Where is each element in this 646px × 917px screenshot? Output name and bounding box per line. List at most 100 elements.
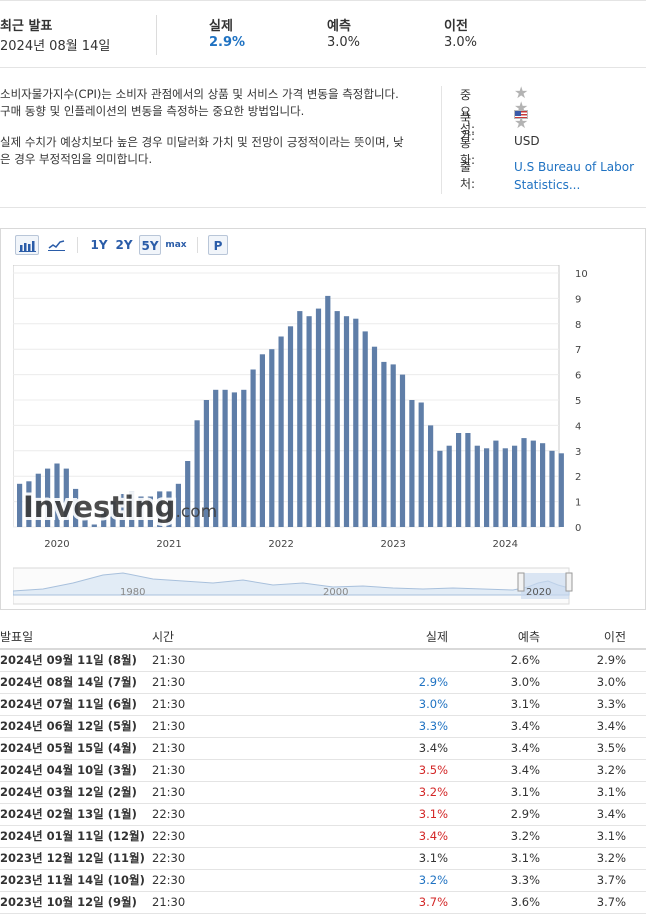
chart-bar[interactable] [147, 496, 153, 528]
chart-bar[interactable] [446, 445, 452, 527]
range-1y-button[interactable]: 1Y [90, 238, 108, 252]
country-label: 국가: [460, 112, 476, 143]
chart-bar[interactable] [297, 311, 303, 527]
chart-bar[interactable] [110, 501, 116, 527]
chart-bar[interactable] [371, 346, 378, 527]
release-time-cell: 21:30 [152, 715, 352, 738]
chart-bar[interactable] [45, 468, 51, 527]
chart-bar[interactable] [456, 433, 462, 527]
release-summary: 최근 발표 2024년 08월 14일 실제 2.9% 예측 3.0% 이전 3… [0, 0, 646, 68]
chart-bar[interactable] [185, 461, 191, 527]
p-button[interactable]: P [208, 235, 228, 255]
description-paragraph-2: 실제 수치가 예상치보다 높은 경우 미달러화 가치 및 전망이 긍정적이라는 … [0, 135, 404, 166]
table-row: 2023년 12월 12일 (11월) 22:30 3.1% 3.1% 3.2% [0, 847, 646, 870]
bar-chart-icon[interactable] [15, 235, 39, 255]
chart-bar[interactable] [129, 491, 135, 527]
chart-bar[interactable] [287, 326, 294, 527]
chart-bar[interactable] [428, 425, 434, 527]
chart-bar[interactable] [353, 318, 359, 527]
range-max-button[interactable]: max [165, 240, 187, 250]
release-date-cell: 2023년 11월 14일 (10월) [0, 869, 152, 892]
chart-bar[interactable] [549, 450, 555, 527]
navigator-selection[interactable] [521, 573, 569, 599]
bars-layer [17, 295, 564, 528]
chart-bar[interactable] [381, 361, 387, 527]
chart-bar[interactable] [465, 433, 471, 527]
chart-bar[interactable] [362, 331, 368, 527]
navigator-left-handle[interactable] [517, 572, 525, 592]
chart-bar[interactable] [194, 420, 200, 527]
chart-bar[interactable] [409, 400, 415, 527]
chart-panel: 1Y 2Y 5Y max P Investing Investing.com 0… [0, 228, 646, 610]
chart-bar[interactable] [63, 468, 69, 527]
x-tick-label: 2023 [380, 539, 405, 550]
chart-bar[interactable] [101, 511, 107, 527]
release-date-cell: 2024년 04월 10일 (3월) [0, 759, 152, 782]
table-row: 2024년 06월 12일 (5월) 21:30 3.3% 3.4% 3.4% [0, 715, 646, 738]
chart-bar[interactable] [278, 336, 284, 528]
chart-bar[interactable] [119, 494, 125, 527]
chart-bar[interactable] [325, 295, 331, 527]
release-time-cell: 21:30 [152, 781, 352, 804]
chart-bar[interactable] [222, 389, 228, 527]
chart-bar[interactable] [54, 463, 60, 528]
actual-cell: 3.1% [352, 803, 448, 826]
chart-bar[interactable] [91, 524, 97, 528]
range-2y-button[interactable]: 2Y [115, 238, 133, 252]
chart-bar[interactable] [138, 496, 144, 528]
chart-bar[interactable] [82, 519, 88, 527]
range-5y-button[interactable]: 5Y [139, 235, 161, 255]
chart-bar[interactable] [259, 354, 265, 527]
chart-bar[interactable] [437, 450, 443, 527]
chart-navigator[interactable]: 1980 2000 2020 [12, 567, 573, 605]
chart-bar[interactable] [231, 392, 237, 527]
line-chart-icon[interactable] [45, 235, 69, 255]
chart-bar[interactable] [540, 443, 546, 527]
chart-bar[interactable] [493, 440, 499, 527]
chart-bar[interactable] [334, 311, 340, 527]
chart-bar[interactable] [390, 364, 396, 527]
chart-bar[interactable] [213, 389, 219, 527]
previous-cell: 3.2% [540, 759, 646, 782]
chart-bar[interactable] [315, 308, 322, 527]
chart-bar[interactable] [157, 491, 163, 527]
header-forecast: 예측 [448, 624, 540, 650]
release-time-cell: 21:30 [152, 693, 352, 716]
source-label: 출처: [460, 160, 476, 191]
chart-bar[interactable] [241, 389, 247, 527]
forecast-cell: 3.4% [448, 759, 540, 782]
chart-bar[interactable] [26, 481, 32, 527]
chart-bar[interactable] [73, 488, 79, 527]
chart-bar[interactable] [512, 445, 518, 527]
chart-bar[interactable] [17, 483, 23, 527]
forecast-cell: 3.3% [448, 869, 540, 892]
chart-bar[interactable] [269, 349, 275, 527]
chart-bar[interactable] [530, 440, 536, 527]
forecast-summary: 예측 3.0% [327, 15, 360, 50]
forecast-cell: 2.9% [448, 803, 540, 826]
chart-bar[interactable] [502, 448, 508, 527]
chart-bar[interactable] [35, 473, 41, 527]
chart-bar[interactable] [399, 374, 406, 527]
release-time-cell: 21:30 [152, 891, 352, 914]
chart-bar[interactable] [418, 402, 424, 528]
chart-bar[interactable] [474, 445, 480, 527]
y-tick-label: 0 [575, 523, 581, 534]
chart-bar[interactable] [558, 453, 564, 527]
previous-cell: 3.7% [540, 869, 646, 892]
chart-bar[interactable] [203, 400, 209, 527]
navigator-right-handle[interactable] [565, 572, 573, 592]
chart-bar[interactable] [343, 316, 350, 527]
x-tick-label: 2021 [156, 539, 181, 550]
chart-bar[interactable] [306, 316, 312, 527]
source-link[interactable]: U.S Bureau of Labor Statistics... [514, 160, 635, 192]
investing-watermark: Investing Investing.com [20, 487, 217, 527]
chart-bar[interactable] [484, 448, 490, 527]
chart-bar[interactable] [521, 438, 527, 527]
table-row: 2024년 09월 11일 (8월) 21:30 2.6% 2.9% [0, 649, 646, 672]
watermark-text: Investing.com [23, 490, 217, 524]
chart-bar[interactable] [250, 369, 256, 528]
release-time-cell: 22:30 [152, 869, 352, 892]
chart-bar[interactable] [175, 483, 181, 527]
chart-bar[interactable] [166, 491, 172, 527]
